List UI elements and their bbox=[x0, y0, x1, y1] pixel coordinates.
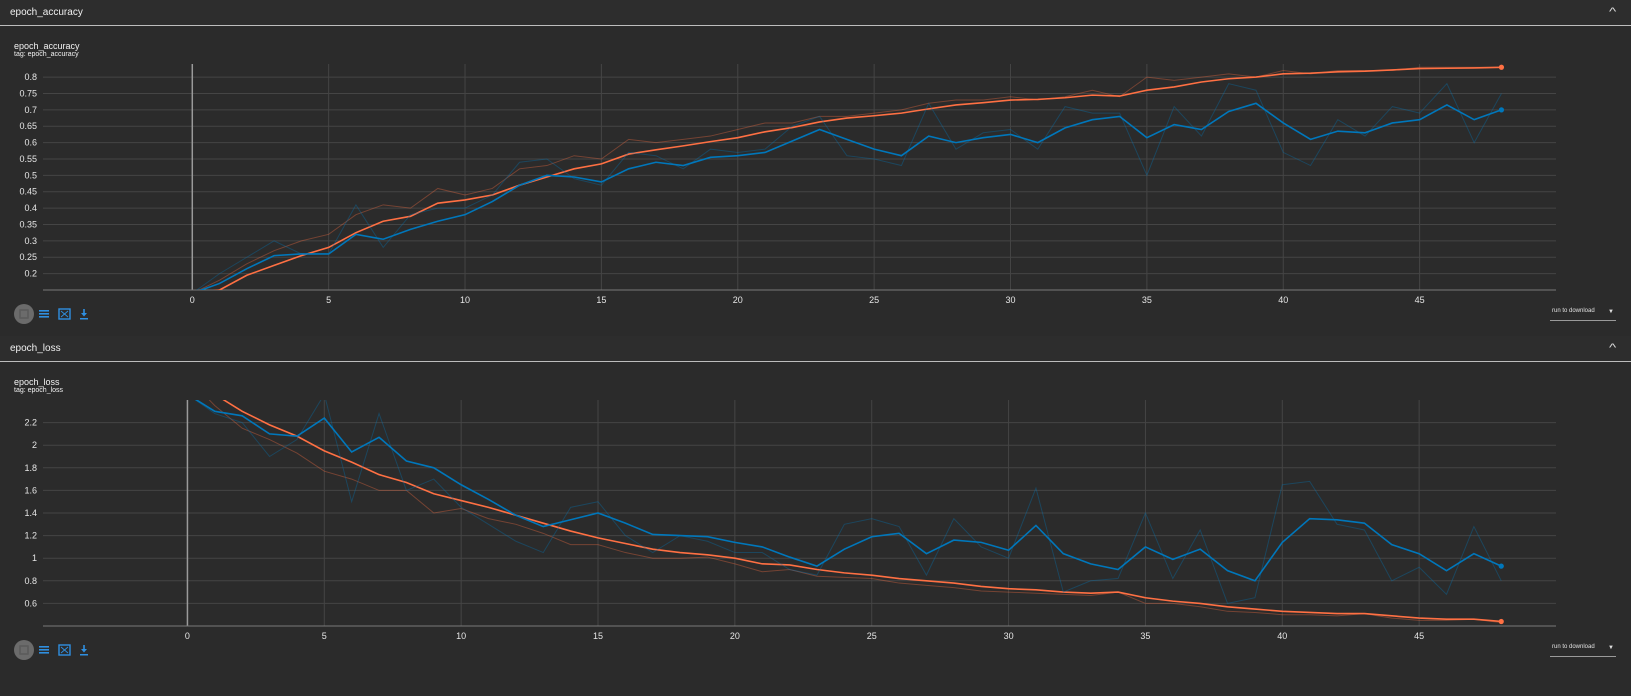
list-icon bbox=[39, 310, 49, 318]
accuracy-y-tick-label: 0.35 bbox=[19, 219, 37, 229]
loss-series-1-end-point[interactable] bbox=[1498, 563, 1504, 569]
accuracy-y-tick-label: 0.8 bbox=[24, 72, 37, 82]
run-to-download-select[interactable]: run to download ▼ bbox=[1550, 306, 1616, 321]
run-to-download-select[interactable]: run to download ▼ bbox=[1550, 642, 1616, 657]
accuracy-series-0-raw-line bbox=[197, 66, 1502, 290]
loss-y-tick-label: 0.8 bbox=[24, 576, 37, 586]
accuracy-chart-tag: tag: epoch_accuracy bbox=[14, 51, 79, 58]
loss-y-tick-label: 2.2 bbox=[24, 418, 37, 428]
run-to-download-label: run to download bbox=[1552, 644, 1595, 650]
accuracy-x-tick-label: 15 bbox=[596, 295, 606, 305]
collapse-caret-icon[interactable]: ^ bbox=[1608, 6, 1617, 18]
loss-section-header[interactable]: epoch_loss ^ bbox=[0, 336, 1631, 362]
accuracy-x-tick-label: 20 bbox=[733, 295, 743, 305]
loss-x-tick-label: 15 bbox=[593, 631, 603, 641]
loss-y-tick-label: 1 bbox=[32, 553, 37, 563]
loss-series-0-end-point[interactable] bbox=[1498, 618, 1504, 625]
loss-x-tick-label: 10 bbox=[456, 631, 466, 641]
accuracy-y-tick-label: 0.2 bbox=[24, 269, 37, 279]
accuracy-series-1-raw-line bbox=[195, 82, 1502, 290]
accuracy-series-1-end-point[interactable] bbox=[1498, 107, 1505, 113]
fullscreen-button[interactable] bbox=[54, 304, 74, 324]
accuracy-x-tick-label: 45 bbox=[1415, 295, 1425, 305]
loss-y-tick-label: 1.8 bbox=[24, 463, 37, 473]
accuracy-y-tick-label: 0.6 bbox=[24, 138, 37, 148]
accuracy-series-0-end-point[interactable] bbox=[1498, 64, 1505, 70]
loss-x-tick-label: 5 bbox=[322, 631, 327, 641]
loss-chart-tag: tag: epoch_loss bbox=[14, 387, 64, 394]
fit-domain-button[interactable] bbox=[14, 304, 34, 324]
loss-card: epoch_loss tag: epoch_loss 0.6 0.8 1 1.2 1.4… bbox=[0, 363, 1631, 696]
loss-series-1-raw-line bbox=[194, 400, 1502, 604]
loss-x-tick-label: 30 bbox=[1004, 631, 1014, 641]
download-button[interactable] bbox=[74, 640, 94, 660]
accuracy-x-tick-label: 25 bbox=[869, 295, 879, 305]
accuracy-y-tick-label: 0.5 bbox=[24, 170, 37, 180]
list-icon bbox=[39, 646, 49, 654]
chevron-down-icon: ▼ bbox=[1608, 645, 1614, 651]
loss-chart-title: epoch_loss bbox=[14, 377, 60, 387]
accuracy-x-tick-label: 0 bbox=[190, 295, 195, 305]
download-icon bbox=[80, 309, 88, 320]
accuracy-x-tick-label: 35 bbox=[1142, 295, 1152, 305]
expand-icon bbox=[19, 309, 29, 319]
accuracy-y-tick-label: 0.25 bbox=[19, 252, 37, 262]
accuracy-y-tick-label: 0.45 bbox=[19, 187, 37, 197]
loss-series-0-smoothed-line bbox=[222, 400, 1502, 623]
accuracy-card: epoch_accuracy tag: epoch_accuracy 0.2 0.… bbox=[0, 27, 1631, 335]
fullscreen-button[interactable] bbox=[54, 640, 74, 660]
loss-y-tick-label: 0.6 bbox=[24, 598, 37, 608]
loss-x-tick-label: 0 bbox=[185, 631, 190, 641]
accuracy-x-tick-label: 30 bbox=[1006, 295, 1016, 305]
loss-y-tick-label: 1.2 bbox=[24, 531, 37, 541]
accuracy-y-tick-label: 0.7 bbox=[24, 105, 37, 115]
accuracy-section-header[interactable]: epoch_accuracy ^ bbox=[0, 0, 1631, 26]
accuracy-series-1-smoothed-line bbox=[199, 102, 1502, 290]
accuracy-y-tick-label: 0.75 bbox=[19, 88, 37, 98]
accuracy-chart-title: epoch_accuracy bbox=[14, 41, 80, 51]
accuracy-chart[interactable]: 0.2 0.25 0.3 0.35 0.4 0.45 0.5 0.55 0.6 0.65 0.7 0.… bbox=[0, 27, 1631, 335]
download-button[interactable] bbox=[74, 304, 94, 324]
accuracy-x-tick-label: 40 bbox=[1278, 295, 1288, 305]
loss-y-tick-label: 1.6 bbox=[24, 485, 37, 495]
accuracy-y-tick-label: 0.3 bbox=[24, 236, 37, 246]
toggle-log-scale-button[interactable] bbox=[34, 640, 54, 660]
accuracy-y-tick-label: 0.55 bbox=[19, 154, 37, 164]
loss-x-tick-label: 25 bbox=[867, 631, 877, 641]
accuracy-y-tick-label: 0.4 bbox=[24, 203, 37, 213]
fit-domain-button[interactable] bbox=[14, 640, 34, 660]
accuracy-x-tick-label: 10 bbox=[460, 295, 470, 305]
loss-series-1-smoothed-line bbox=[195, 400, 1502, 582]
accuracy-section-title: epoch_accuracy bbox=[10, 7, 83, 18]
run-to-download-label: run to download bbox=[1552, 308, 1595, 314]
accuracy-x-tick-label: 5 bbox=[326, 295, 331, 305]
loss-y-tick-label: 1.4 bbox=[24, 508, 37, 518]
loss-x-tick-label: 40 bbox=[1277, 631, 1287, 641]
collapse-caret-icon[interactable]: ^ bbox=[1608, 342, 1617, 354]
loss-x-tick-label: 20 bbox=[730, 631, 740, 641]
chevron-down-icon: ▼ bbox=[1608, 309, 1614, 315]
loss-x-tick-label: 35 bbox=[1140, 631, 1150, 641]
fullscreen-icon bbox=[57, 644, 71, 656]
accuracy-series-0-smoothed-line bbox=[212, 66, 1502, 290]
loss-section-title: epoch_loss bbox=[10, 343, 61, 354]
fullscreen-icon bbox=[57, 308, 71, 320]
loss-y-tick-label: 2 bbox=[32, 440, 37, 450]
loss-x-tick-label: 45 bbox=[1414, 631, 1424, 641]
loss-series-0-raw-line bbox=[208, 400, 1502, 624]
expand-icon bbox=[19, 645, 29, 655]
accuracy-y-tick-label: 0.65 bbox=[19, 121, 37, 131]
download-icon bbox=[80, 645, 88, 656]
loss-chart[interactable]: 0.6 0.8 1 1.2 1.4 1.6 1.8 2 2.2 0 5 10 15 20 25 30 35 40 4… bbox=[0, 363, 1631, 696]
toggle-log-scale-button[interactable] bbox=[34, 304, 54, 324]
